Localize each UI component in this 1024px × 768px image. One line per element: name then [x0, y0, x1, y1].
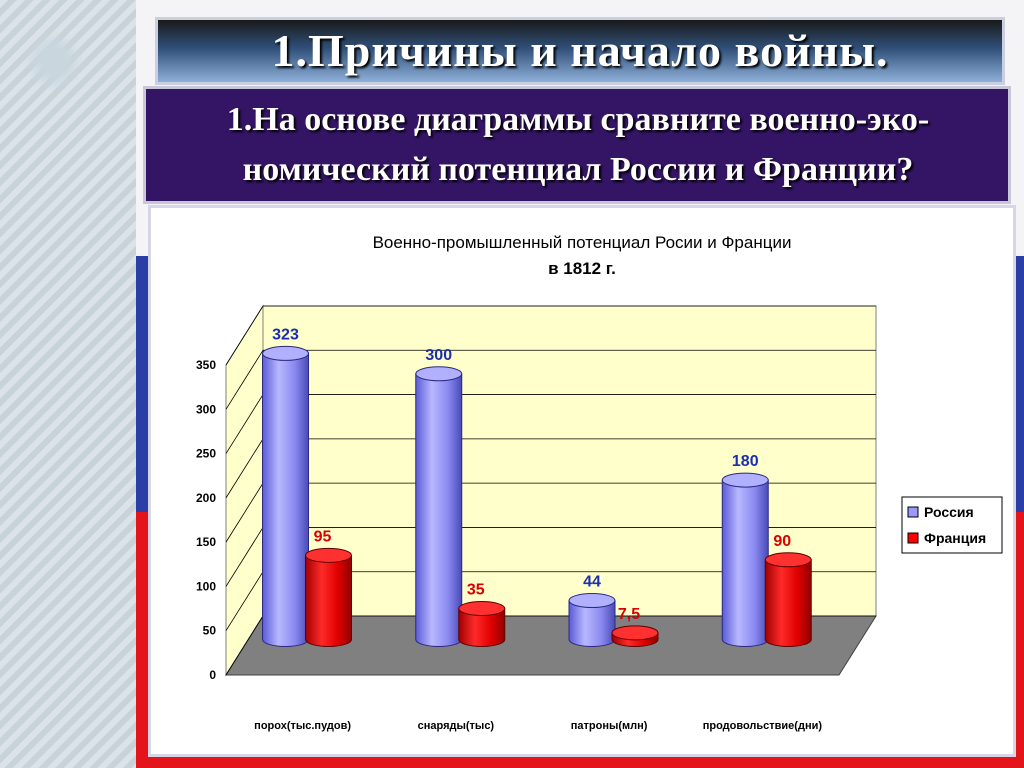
x-category-label: патроны(млн) — [571, 720, 648, 732]
bar-top — [262, 345, 309, 361]
y-tick-label: 50 — [203, 624, 217, 638]
question-text: 1.На основе диаграммы сравните военно-эк… — [156, 95, 1000, 195]
bar-top — [721, 472, 769, 488]
data-label: 180 — [732, 453, 759, 470]
data-label: 300 — [425, 347, 452, 364]
bar-france — [458, 601, 506, 647]
chart-title-group: Военно-промышленный потенциал Росии и Фр… — [373, 233, 792, 278]
bar-top — [764, 552, 812, 568]
bar-france — [764, 552, 812, 647]
y-tick-label: 350 — [196, 358, 216, 372]
bar-top — [611, 625, 659, 641]
bar-top — [415, 366, 463, 382]
data-label: 90 — [773, 533, 791, 550]
imperial-emblem-strip — [0, 0, 138, 768]
y-tick-label: 250 — [196, 447, 216, 461]
legend-box — [901, 496, 1003, 554]
bar-russia — [568, 593, 616, 647]
chart-title-line-1: Военно-промышленный потенциал Росии и Фр… — [373, 233, 792, 252]
slide-title: 1.Причины и начало войны. — [271, 25, 889, 76]
bar-russia — [262, 345, 309, 647]
chart: Военно-промышленный потенциал Росии и Фр… — [196, 233, 1003, 732]
bar-body — [764, 559, 812, 647]
y-tick-label: 300 — [196, 402, 216, 416]
bar-russia — [415, 366, 463, 647]
bar-top — [568, 593, 616, 609]
grid-line-side — [225, 571, 264, 631]
plot-walls — [225, 304, 877, 677]
bar-body — [458, 608, 506, 647]
x-category-label: продовольствие(дни) — [703, 720, 823, 732]
question-line-2: номический потенциал России и Франции? — [242, 151, 914, 188]
bar-body — [262, 352, 309, 647]
x-category-label: порох(тыс.пудов) — [254, 720, 351, 732]
chart-title-line-2: в 1812 г. — [548, 259, 616, 278]
data-label: 7,5 — [618, 606, 640, 623]
bar-body — [721, 479, 769, 647]
data-label: 95 — [314, 528, 332, 545]
legend: Россия Франция — [901, 496, 1003, 554]
grid-line-side — [225, 438, 264, 499]
data-label: 44 — [583, 574, 601, 591]
bar-top — [305, 547, 352, 563]
question-line-1: 1.На основе диаграммы сравните военно-эк… — [226, 101, 930, 138]
bar-france — [305, 547, 352, 647]
bar-france — [611, 625, 659, 647]
bar-body — [305, 554, 352, 647]
x-axis-labels: порох(тыс.пудов) снаряды(тыс) патроны(млн)… — [254, 720, 822, 732]
grid-line-side — [225, 350, 264, 410]
bars: 323 95 300 35 44 7,5 180 90 — [262, 326, 812, 647]
question-box: 1.На основе диаграммы сравните военно-эк… — [143, 86, 1011, 204]
grid-line-side — [225, 482, 264, 543]
title-bar: 1.Причины и начало войны. — [155, 17, 1005, 85]
data-label: 323 — [272, 326, 299, 343]
y-tick-label: 150 — [196, 535, 216, 549]
x-category-label: снаряды(тыс) — [418, 720, 495, 732]
bar-body — [415, 373, 463, 647]
y-axis-ticks: 0 50 100 150 200 250 300 350 — [196, 358, 216, 682]
legend-label-russia: Россия — [924, 504, 974, 520]
grid-line-side — [225, 615, 264, 676]
bar-russia — [721, 472, 769, 647]
chart-frame: Военно-промышленный потенциал Росии и Фр… — [148, 205, 1016, 757]
grid-line-side — [225, 305, 264, 366]
y-tick-label: 200 — [196, 491, 216, 505]
legend-swatch-france — [907, 532, 919, 544]
y-tick-label: 100 — [196, 579, 216, 593]
grid-line-side — [225, 527, 264, 587]
grid-line-side — [225, 394, 264, 454]
bar-top — [458, 601, 506, 616]
legend-label-france: Франция — [924, 530, 986, 546]
legend-swatch-russia — [907, 506, 919, 518]
side-wall — [225, 304, 264, 677]
data-label: 35 — [467, 582, 485, 599]
y-tick-label: 0 — [209, 668, 216, 682]
